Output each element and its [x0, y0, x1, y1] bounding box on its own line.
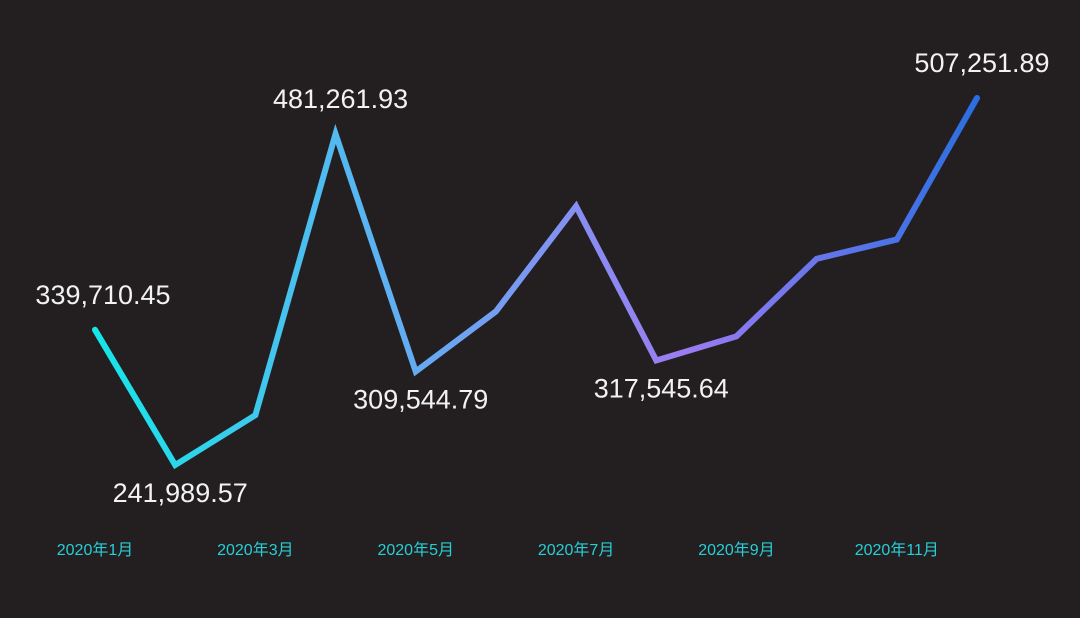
value-label: 507,251.89 — [914, 48, 1049, 78]
x-tick-label: 2020年1月 — [57, 541, 134, 559]
value-label: 339,710.45 — [35, 280, 170, 310]
line — [92, 95, 980, 470]
x-tick-label: 2020年11月 — [855, 541, 939, 559]
x-tick-label: 2020年9月 — [698, 541, 775, 559]
value-label: 241,989.57 — [113, 478, 248, 508]
x-tick-label: 2020年3月 — [217, 541, 294, 559]
x-tick-label: 2020年5月 — [377, 541, 454, 559]
value-label: 481,261.93 — [273, 84, 408, 114]
value-label: 309,544.79 — [353, 385, 488, 415]
value-label: 317,545.64 — [594, 374, 729, 404]
x-tick-label: 2020年7月 — [538, 541, 615, 559]
